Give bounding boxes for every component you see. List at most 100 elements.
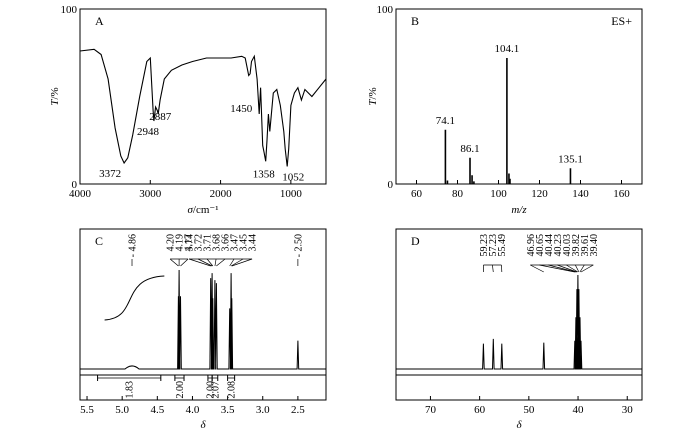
ir-spectrum-chart: 4000 3000 2000 1000 0 100 A 3372 2948 2887 1450 135… (49, 4, 327, 216)
shift-connector (197, 258, 213, 267)
peak-label: 2948 (137, 126, 160, 138)
shift-connector (216, 258, 226, 267)
shift-label: 40.03 (562, 234, 573, 257)
shift-connector (206, 258, 214, 267)
shift-label: 57.23 (488, 234, 499, 257)
shift-label: 4.20 (166, 234, 177, 252)
shift-label: 3.66 (221, 234, 232, 252)
peak-label: 74.1 (436, 115, 455, 127)
x-tick-label: 2.5 (291, 404, 305, 416)
y-axis-label: T/% (49, 87, 61, 105)
x-tick-label: 1000 (280, 188, 303, 200)
shift-connector (214, 258, 217, 267)
shift-label: 59.23 (479, 234, 490, 257)
integral-value: 2.07 (210, 381, 221, 399)
peak-label: 104.1 (495, 43, 520, 55)
x-tick-label: 4.0 (186, 404, 200, 416)
plot-frame (79, 8, 327, 185)
x-tick-label: 60 (411, 188, 423, 200)
x-tick-label: 120 (531, 188, 548, 200)
x-tick-label: 160 (613, 188, 630, 200)
shift-connector (557, 264, 578, 273)
ir-spectrum-line (79, 48, 327, 167)
x-tick-label: 3.5 (221, 404, 235, 416)
x-axis-label: δ (200, 419, 206, 431)
y-axis-label: T/% (367, 87, 379, 105)
integration-curve (104, 275, 165, 321)
plot-frame (395, 8, 643, 185)
shift-connector (492, 264, 494, 273)
x-tick-label: 4000 (69, 188, 92, 200)
y-axis-unit: /% (367, 87, 379, 99)
peak-label: 2887 (149, 111, 172, 123)
shift-connector (230, 258, 244, 267)
y-axis-symbol: T (367, 99, 379, 106)
shift-connector (566, 264, 579, 273)
mass-spectrum-chart: 60 80 100 120 140 160 0 100 B ES+ 74.1 86.1 104.1 135… (367, 4, 643, 216)
h1-nmr-chart: 5.5 5.0 4.5 4.0 3.5 3.0 2.5 Cδ - 4.86 4.204.194.1… (79, 228, 327, 431)
shift-connector (580, 264, 594, 273)
shift-label: 3.44 (248, 234, 259, 252)
shift-label: 46.96 (526, 234, 537, 257)
x-tick-label: 2000 (210, 188, 233, 200)
ion-mode-label: ES+ (611, 14, 632, 28)
x-tick-label: 40 (573, 404, 585, 416)
shift-label: 39.82 (571, 234, 582, 257)
shift-label: 4.17 (184, 234, 195, 252)
shift-label: 3.47 (230, 234, 241, 252)
shift-connector (530, 264, 544, 273)
nmr-spectrum-line (396, 274, 642, 370)
y-tick-label: 100 (61, 4, 78, 16)
peak-label: 3372 (99, 168, 121, 180)
x-axis-symbol: σ (187, 204, 193, 216)
y-tick-label: 0 (388, 179, 394, 191)
x-tick-label: 100 (490, 188, 507, 200)
integral-value: 2.00 (175, 381, 186, 399)
peak-label: 1052 (282, 172, 304, 184)
y-tick-label: 0 (72, 179, 78, 191)
shift-label: 3.71 (203, 234, 214, 252)
integral-value: 2.00 (206, 381, 217, 399)
shift-connector (229, 258, 235, 267)
x-tick-label: 3000 (139, 188, 162, 200)
peak-label: 135.1 (558, 153, 583, 165)
shift-label: 40.65 (535, 234, 546, 257)
panel-label: B (411, 14, 419, 28)
y-tick-label: 100 (377, 4, 394, 16)
shift-connector (539, 264, 575, 273)
x-axis-label: σ/cm⁻¹ (187, 204, 218, 216)
plot-frame (395, 228, 643, 401)
shift-connector (169, 258, 179, 267)
x-tick-label: 80 (452, 188, 464, 200)
y-axis-unit: /% (49, 87, 61, 99)
panel-label: A (95, 14, 104, 28)
shift-label: 39.61 (580, 234, 591, 257)
shift-connector (579, 264, 585, 273)
integral-value: 2.08 (227, 381, 238, 399)
x-tick-label: 30 (622, 404, 634, 416)
x-axis-label: δ (516, 419, 522, 431)
shift-connector (548, 264, 576, 273)
shift-label: 3.72 (194, 234, 205, 252)
x-tick-label: 60 (474, 404, 486, 416)
x-tick-label: 5.5 (80, 404, 94, 416)
shift-connector (180, 258, 189, 267)
shift-connector (188, 258, 211, 267)
x-tick-label: 70 (425, 404, 437, 416)
shift-label: 3.45 (239, 234, 250, 252)
plot-frame (79, 228, 327, 401)
panel-label: D (411, 234, 420, 248)
shift-label: 40.44 (544, 234, 555, 257)
shift-connector (574, 264, 580, 273)
shift-label: - 4.86 (128, 234, 139, 257)
x-tick-label: 3.0 (256, 404, 270, 416)
x-tick-label: 4.5 (150, 404, 164, 416)
integral-value: 1.83 (125, 381, 136, 399)
x-axis-label: m/z (511, 204, 527, 216)
peak-label: 1358 (253, 168, 276, 180)
x-tick-label: 5.0 (115, 404, 129, 416)
panel-label: C (95, 234, 103, 248)
shift-label: 3.68 (212, 234, 223, 252)
